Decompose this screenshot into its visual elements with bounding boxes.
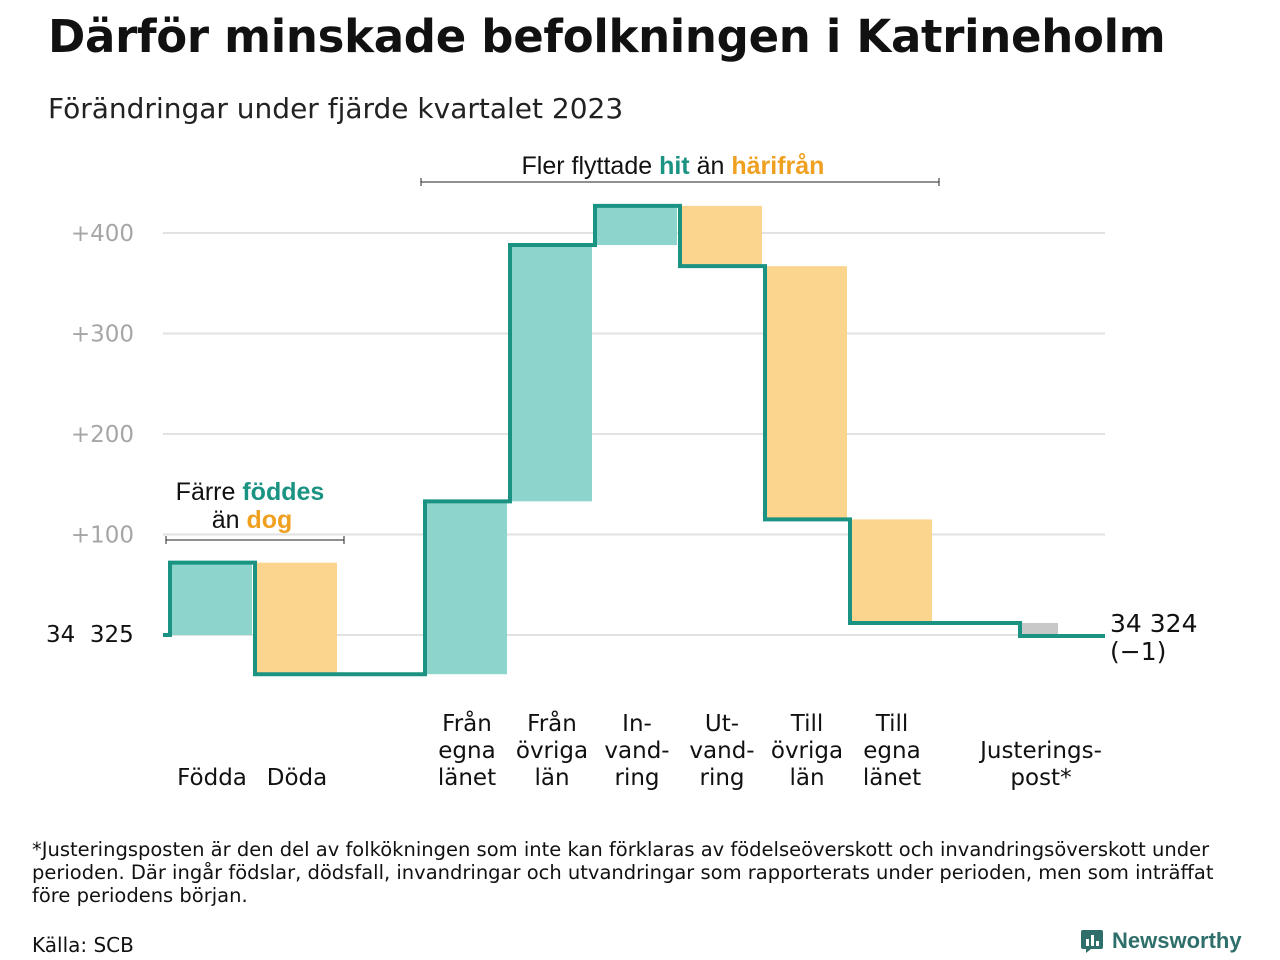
x-tick-label: Ut- (705, 711, 739, 737)
births-text-farre: Färre (176, 478, 236, 506)
moves-text-harifran: härifrån (731, 152, 824, 180)
waterfall-bar (595, 205, 677, 246)
x-tick-label: Från (527, 709, 577, 737)
waterfall-chart: +100+200+300+400 Födda DödaFrånegnalänetF… (46, 152, 1197, 791)
x-tick-label: Till (790, 711, 824, 737)
births-text-an: än (212, 506, 240, 534)
x-tick-label: Från (442, 709, 492, 737)
x-axis-labels: Födda DödaFrånegnalänetFrånövrigalänIn-va… (177, 709, 1102, 791)
cumulative-step-line (163, 203, 1105, 677)
end-value-label: 34 324 (1110, 609, 1197, 638)
waterfall-bar (170, 562, 252, 635)
x-tick-label: ring (614, 765, 659, 791)
end-change-label: (−1) (1110, 637, 1166, 666)
x-tick-label: vand- (689, 738, 754, 764)
x-tick-label: egna (863, 738, 920, 764)
newsworthy-logo: Newsworthy (1080, 928, 1242, 954)
waterfall-bar (680, 205, 762, 267)
start-value-label: 34 325 (46, 622, 134, 648)
x-tick-label: länet (863, 765, 921, 791)
moves-text-hit: hit (659, 152, 690, 180)
x-tick-label: post* (1010, 765, 1071, 791)
x-tick-label: egna (438, 738, 495, 764)
moves-text-an: än (697, 152, 725, 180)
x-tick-label: Födda (177, 765, 247, 791)
x-tick-label: In- (622, 711, 652, 737)
bars (170, 205, 1058, 675)
brand-name: Newsworthy (1112, 928, 1242, 953)
y-tick-label: +200 (71, 422, 134, 448)
x-tick-label: Till (875, 711, 909, 737)
x-tick-label: Justerings- (978, 738, 1102, 764)
y-tick-label: +300 (71, 322, 134, 348)
footnote: *Justeringsposten är den del av folkökni… (32, 838, 1214, 907)
step-line (163, 203, 1105, 677)
waterfall-bar (425, 501, 507, 675)
chart-subtitle: Förändringar under fjärde kvartalet 2023 (48, 92, 624, 125)
waterfall-bar (510, 245, 592, 502)
waterfall-bar (255, 562, 337, 675)
moves-annotation: Fler flyttade hit än härifrån (522, 152, 825, 180)
births-text-dog: dog (246, 506, 292, 534)
x-tick-label: övriga (516, 738, 588, 764)
x-tick-label: Döda (267, 765, 327, 791)
x-tick-label: ring (699, 765, 744, 791)
births-annotation-line2: än dog (212, 506, 293, 534)
waterfall-bar (1020, 622, 1058, 637)
x-tick-label: län (789, 765, 824, 791)
births-text-foddes: föddes (242, 478, 324, 506)
x-tick-label: län (534, 765, 569, 791)
x-tick-label: övriga (771, 738, 843, 764)
x-tick-label: länet (438, 765, 496, 791)
newsworthy-chart-icon (1081, 930, 1103, 953)
source-label: Källa: SCB (32, 933, 134, 957)
chart-title: Därför minskade befolkningen i Katrineho… (48, 10, 1166, 63)
x-tick-label: vand- (604, 738, 669, 764)
y-tick-label: +400 (71, 221, 134, 247)
waterfall-bar (850, 519, 932, 623)
waterfall-bar (765, 266, 847, 520)
y-tick-label: +100 (71, 523, 134, 549)
moves-text-fler: Fler flyttade (522, 152, 653, 180)
births-annotation-line1: Färre föddes (176, 478, 325, 506)
